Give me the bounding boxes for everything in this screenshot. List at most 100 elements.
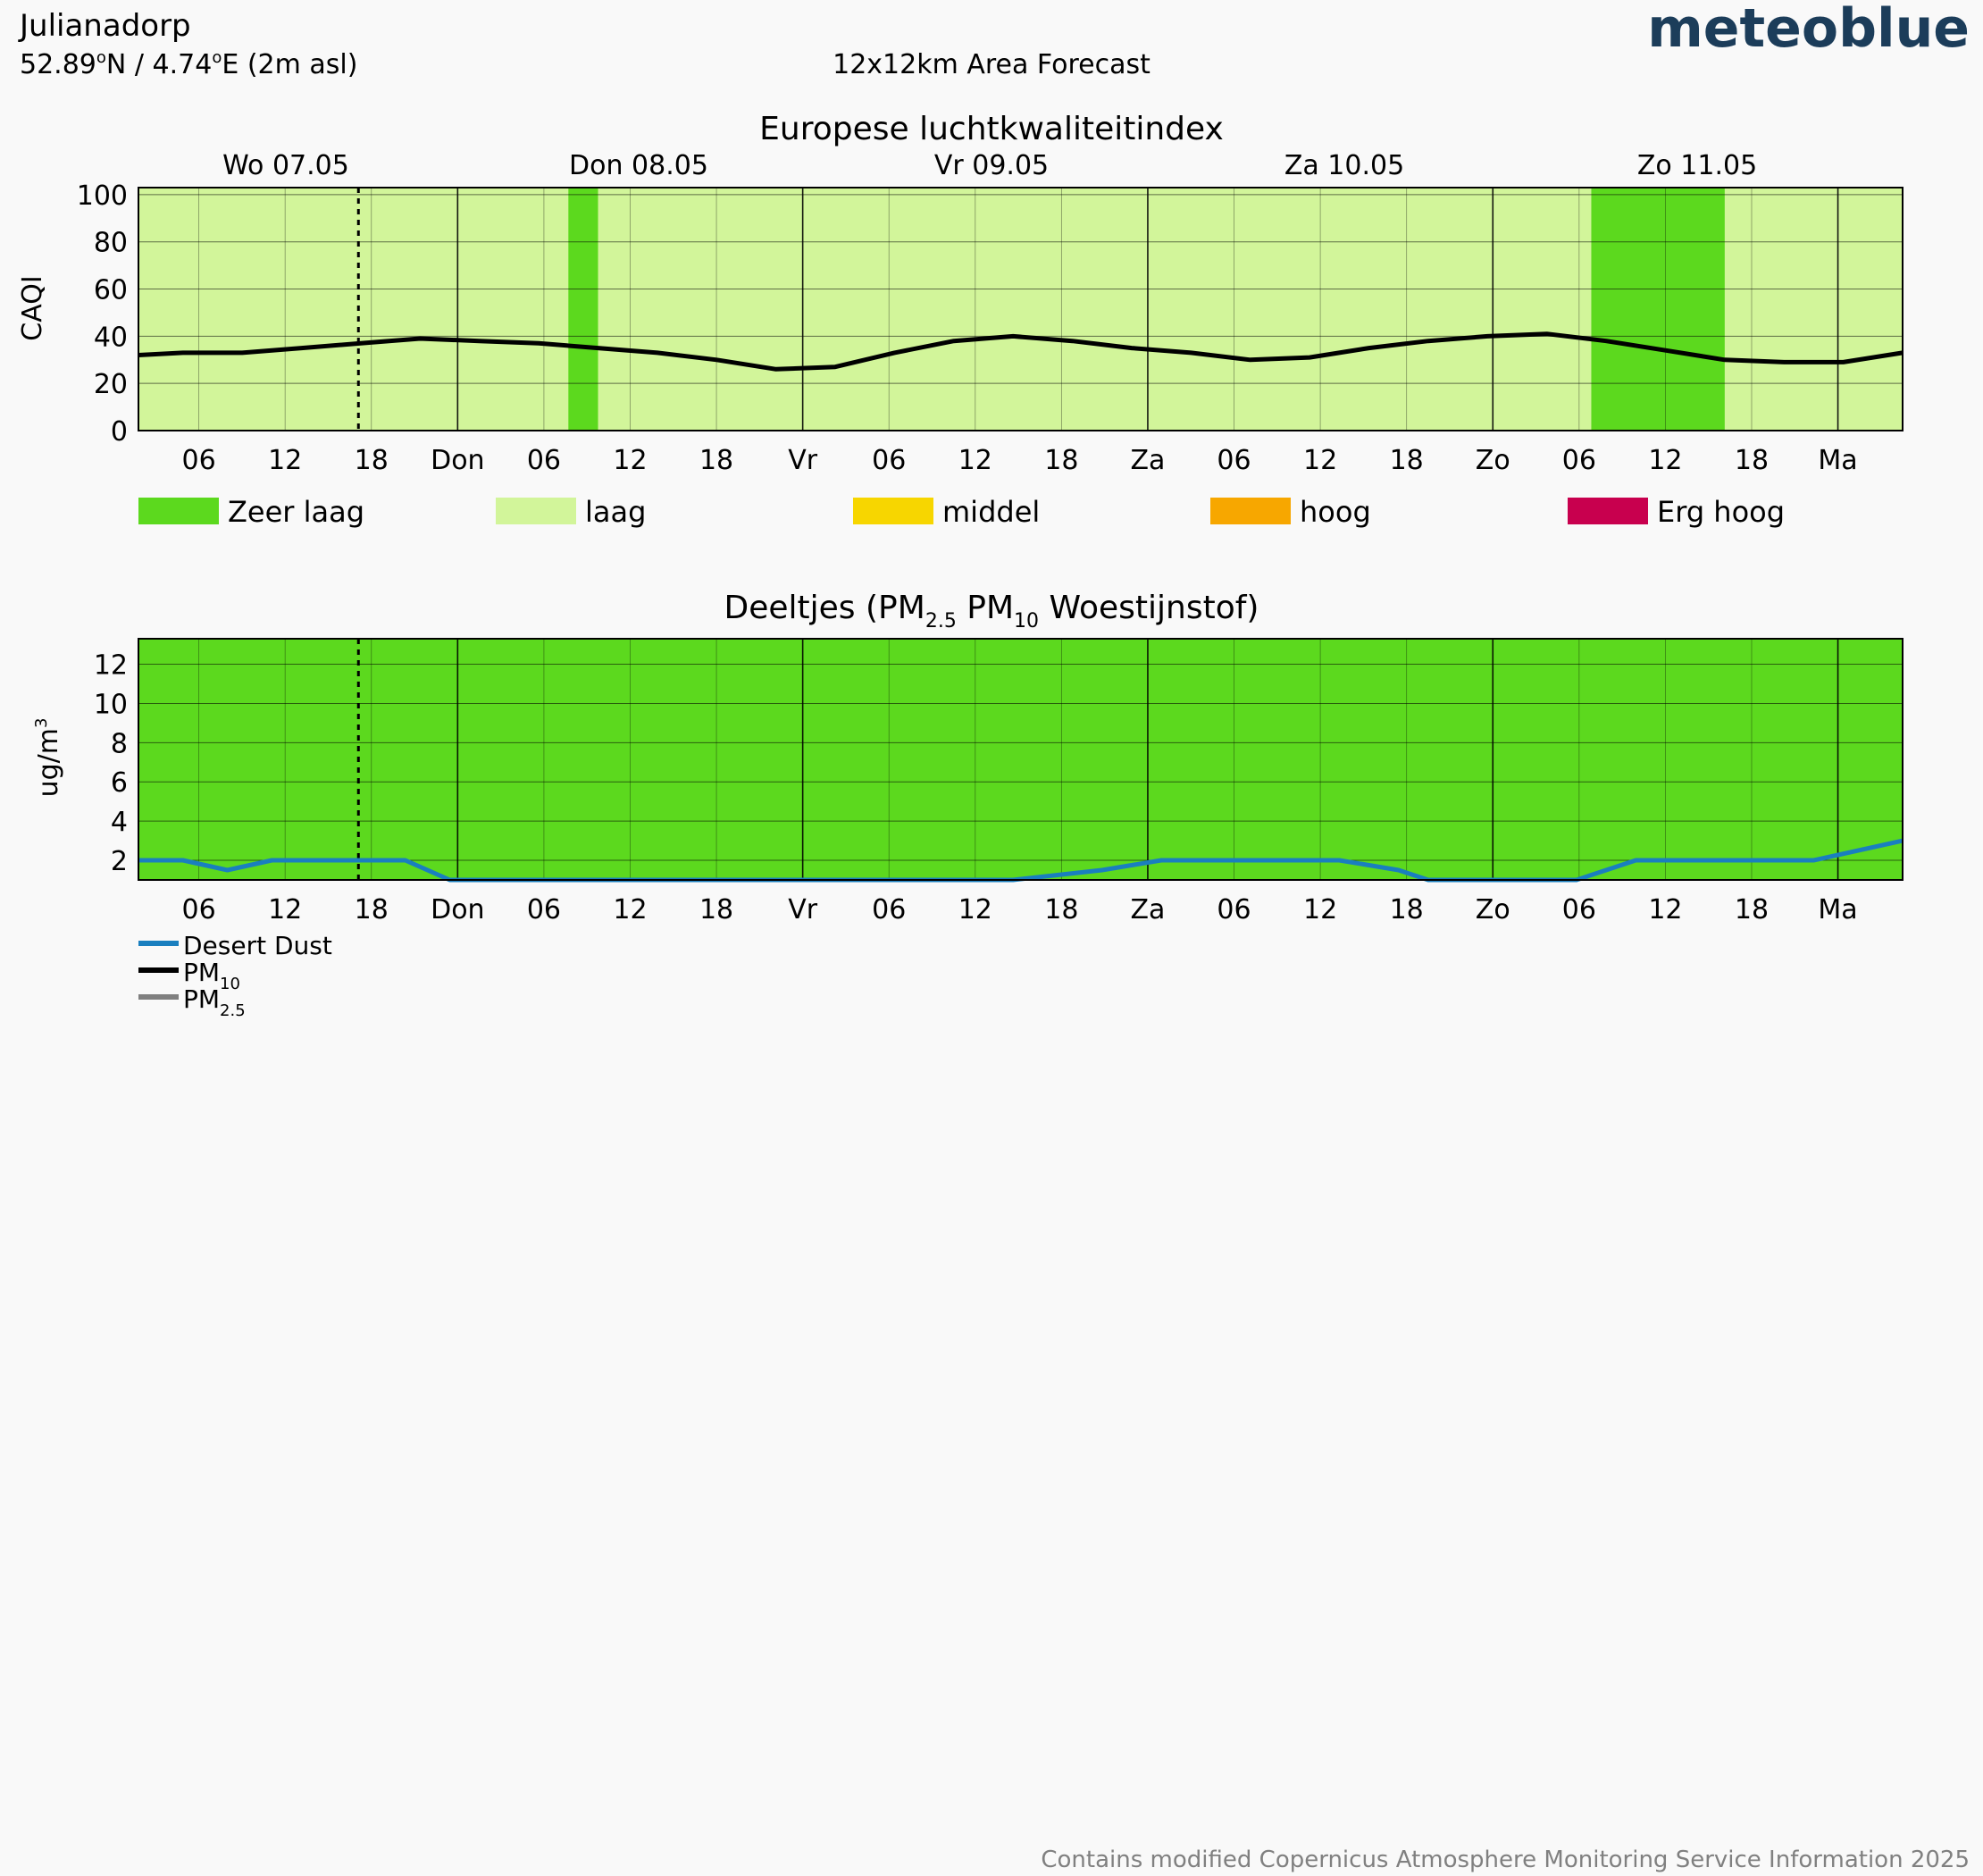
caqi-plot-ytick-label-1: 20: [94, 369, 128, 400]
caqi-day-labels: Wo 07.05 Don 08.05 Vr 09.05 Za 10.05 Zo 11.0…: [222, 150, 1757, 181]
deeltjes-plot-xtick-label-11: Za: [1130, 894, 1165, 925]
caqi-plot-frame: [138, 187, 1904, 431]
footer-credit: Contains modified Copernicus Atmosphere …: [1041, 1847, 1970, 1873]
caqi-plot-band-1: [568, 188, 598, 431]
coordinates-lat: 52.89: [20, 49, 96, 80]
deeltjes-title-end: Woestijnstof): [1039, 590, 1259, 626]
caqi-plot-ytick-label-4: 80: [94, 228, 128, 259]
deeltjes-legend-label-sub-1: 10: [220, 975, 240, 993]
deeltjes-title-sub2: 10: [1014, 610, 1039, 632]
caqi-legend-swatch-4: [1568, 498, 1648, 524]
coordinates-alt: E (2m asl): [222, 49, 357, 80]
deeltjes-plot-xtick-label-7: Vr: [788, 894, 818, 925]
brand-logo: meteoblue: [1647, 0, 1970, 60]
caqi-plot-xtick-label-8: 06: [872, 445, 906, 476]
deeltjes-title: Deeltjes (PM2.5 PM10 Woestijnstof): [724, 590, 1259, 632]
deeltjes-plot-xtick-label-6: 18: [699, 894, 733, 925]
caqi-plot-xtick-label-18: 18: [1735, 445, 1769, 476]
caqi-day-label-1: Don 08.05: [569, 150, 708, 181]
caqi-legend-swatch-1: [496, 498, 576, 524]
caqi-plot-xtick-label-2: 18: [355, 445, 389, 476]
caqi-plot-xtick-label-3: Don: [431, 445, 484, 476]
deeltjes-plot-band-0: [138, 639, 1903, 880]
caqi-panel: Europese luchtkwaliteitindex Wo 07.05 Don…: [17, 111, 1904, 529]
caqi-plot-xtick-label-10: 18: [1044, 445, 1078, 476]
caqi-plot-ytick-label-0: 0: [111, 416, 128, 448]
caqi-plot-xtick-label-1: 12: [268, 445, 302, 476]
deeltjes-plot-xtick-label-19: Ma: [1818, 894, 1857, 925]
deeltjes-plot-ytick-label-0: 2: [111, 846, 128, 877]
caqi-plot-xtick-label-15: Zo: [1476, 445, 1510, 476]
caqi-plot-xtick-label-9: 12: [958, 445, 992, 476]
deeltjes-plot-xtick-label-13: 12: [1303, 894, 1337, 925]
deeltjes-plot-frame: [138, 638, 1904, 881]
caqi-plot-xtick-label-11: Za: [1130, 445, 1165, 476]
coordinates-deg2: o: [212, 48, 222, 67]
deeltjes-plot-xtick-label-9: 12: [958, 894, 992, 925]
caqi-plot-xtick-label-4: 06: [527, 445, 561, 476]
caqi-legend-label-3: hoog: [1300, 495, 1371, 529]
deeltjes-legend-label-2: PM2.5: [183, 984, 246, 1020]
deeltjes-plot-ytick-label-2: 6: [111, 767, 128, 799]
deeltjes-plot-ytick-label-3: 8: [111, 728, 128, 759]
caqi-legend-label-2: middel: [942, 495, 1040, 529]
deeltjes-plot-ytick-label-1: 4: [111, 807, 128, 838]
deeltjes-plot-xtick-label-17: 12: [1648, 894, 1682, 925]
caqi-legend-label-4: Erg hoog: [1657, 495, 1785, 529]
deeltjes-plot-ytick-label-5: 12: [94, 650, 128, 682]
caqi-plot-series-0: [138, 331, 1904, 372]
caqi-plot-xtick-label-14: 18: [1390, 445, 1424, 476]
deeltjes-legend-label-1: PM10: [183, 958, 240, 993]
deeltjes-ylabel-base: ug/m: [33, 728, 64, 797]
deeltjes-plot-xtick-label-8: 06: [872, 894, 906, 925]
caqi-day-label-0: Wo 07.05: [222, 150, 349, 181]
caqi-plot-xtick-label-6: 18: [699, 445, 733, 476]
caqi-legend: Zeer laag laag middel hoog Erg hoog: [138, 495, 1785, 529]
deeltjes-title-sub1: 2.5: [925, 610, 957, 632]
caqi-plot-area: 0 20 40 60 80 100 06 12 18 Don 06 12 18 Vr 06 12 18 Za 06 1…: [77, 180, 1904, 476]
caqi-plot-xtick-label-5: 12: [613, 445, 647, 476]
deeltjes-panel: Deeltjes (PM2.5 PM10 Woestijnstof) 24681…: [32, 590, 1904, 1020]
caqi-legend-swatch-3: [1210, 498, 1291, 524]
caqi-plot-xtick-label-17: 12: [1648, 445, 1682, 476]
deeltjes-title-mid: PM: [957, 590, 1014, 626]
caqi-plot-xtick-label-13: 12: [1303, 445, 1337, 476]
forecast-type: 12x12km Area Forecast: [833, 49, 1150, 80]
deeltjes-plot-xtick-label-12: 06: [1217, 894, 1251, 925]
caqi-plot-band-2: [1591, 188, 1725, 431]
deeltjes-plot-xtick-label-4: 06: [527, 894, 561, 925]
caqi-day-label-4: Zo 11.05: [1637, 150, 1757, 181]
caqi-plot-xtick-label-19: Ma: [1818, 445, 1857, 476]
deeltjes-legend-label-base-1: PM: [183, 958, 220, 987]
deeltjes-ylabel: ug/m3: [32, 718, 64, 798]
deeltjes-plot-xtick-label-5: 12: [613, 894, 647, 925]
deeltjes-legend-label-base-0: Desert Dust: [183, 931, 332, 960]
caqi-plot-xtick-label-12: 06: [1217, 445, 1251, 476]
coordinates-lon: N / 4.74: [106, 49, 212, 80]
deeltjes-plot-series-0: [138, 838, 1904, 883]
deeltjes-plot-xtick-label-3: Don: [431, 894, 484, 925]
deeltjes-plot-xtick-label-16: 06: [1562, 894, 1596, 925]
deeltjes-plot-ytick-label-4: 10: [94, 689, 128, 720]
caqi-plot-ytick-label-3: 60: [94, 275, 128, 306]
deeltjes-legend-label-base-2: PM: [183, 984, 220, 1014]
deeltjes-ylabel-sup: 3: [32, 718, 51, 728]
caqi-plot-ytick-label-2: 40: [94, 322, 128, 353]
deeltjes-legend-label-0: Desert Dust: [183, 931, 332, 960]
coordinates-deg1: o: [96, 48, 106, 67]
caqi-day-label-3: Za 10.05: [1284, 150, 1404, 181]
deeltjes-plot-xtick-label-0: 06: [182, 894, 216, 925]
caqi-plot-ytick-label-5: 100: [77, 180, 128, 212]
deeltjes-title-pre: Deeltjes (PM: [724, 590, 925, 626]
caqi-legend-swatch-2: [853, 498, 933, 524]
caqi-ylabel: CAQI: [17, 275, 48, 340]
caqi-legend-swatch-0: [138, 498, 219, 524]
coordinates: 52.89oN / 4.74oE (2m asl): [20, 48, 357, 80]
deeltjes-plot-xtick-label-15: Zo: [1476, 894, 1510, 925]
deeltjes-plot-xtick-label-18: 18: [1735, 894, 1769, 925]
caqi-day-label-2: Vr 09.05: [934, 150, 1049, 181]
deeltjes-plot-area: 2 4 6 8 10 12 06 12 18 Don 06 12 18 Vr 06 12 18 Za 06 12 18 Z…: [94, 638, 1904, 925]
deeltjes-plot-xtick-label-1: 12: [268, 894, 302, 925]
deeltjes-legend-label-sub-2: 2.5: [220, 1001, 246, 1020]
